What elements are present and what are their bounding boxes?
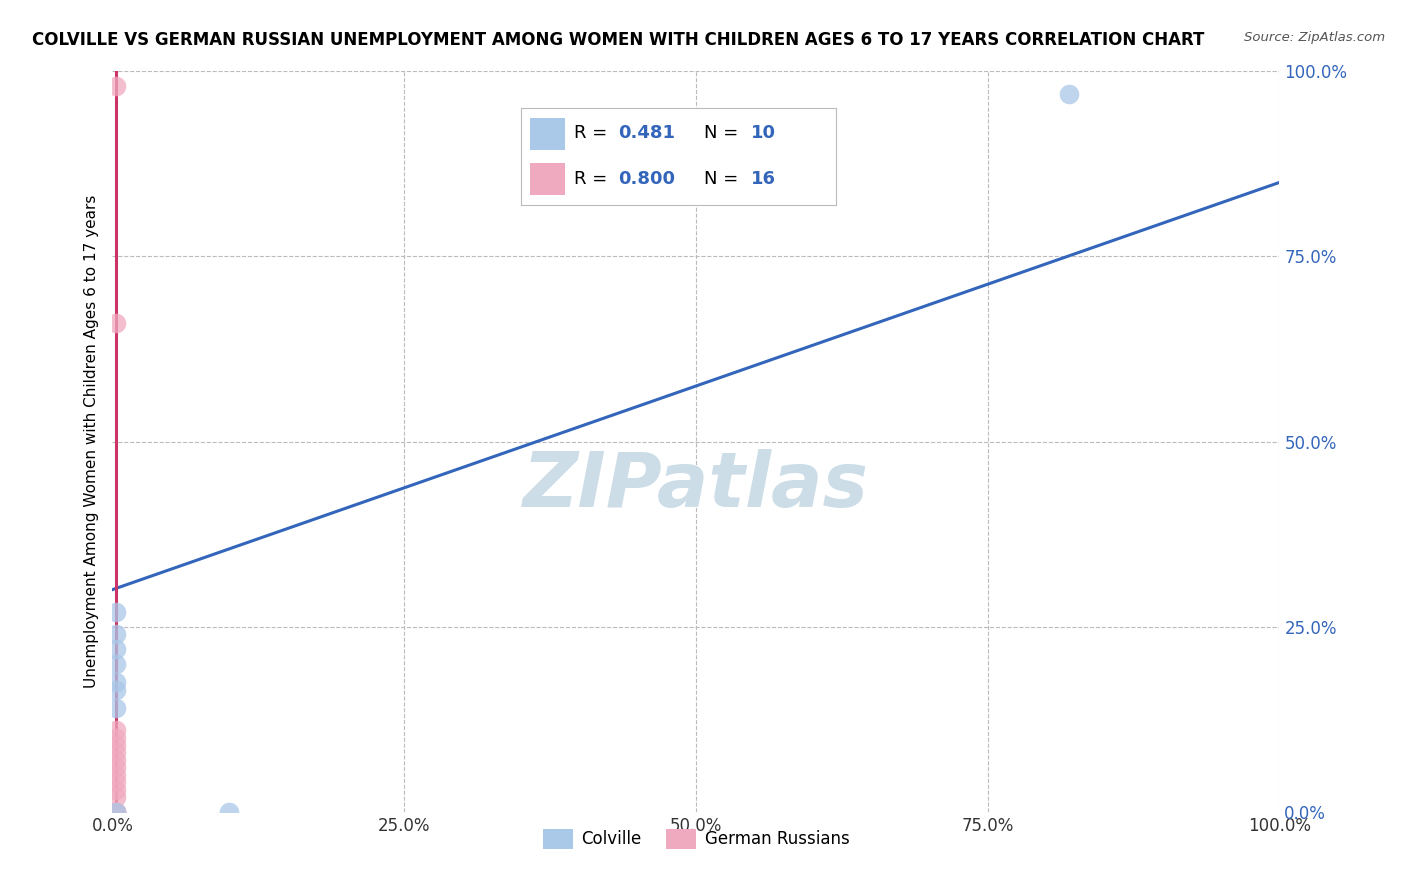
Point [104, 627, 127, 641]
Legend: Colville, German Russians: Colville, German Russians [536, 822, 856, 855]
Text: ZIPatlas: ZIPatlas [523, 449, 869, 523]
Point [104, 701, 127, 715]
Point [104, 767, 127, 781]
Point [104, 731, 127, 745]
Point [104, 782, 127, 797]
Point [104, 805, 127, 819]
Point [104, 753, 127, 767]
Point [104, 657, 127, 671]
Point [104, 79, 127, 94]
Y-axis label: Unemployment Among Women with Children Ages 6 to 17 years: Unemployment Among Women with Children A… [83, 194, 98, 689]
Point [104, 775, 127, 789]
Point [1059, 87, 1081, 101]
Point [104, 605, 127, 619]
Point [104, 723, 127, 738]
Point [104, 760, 127, 774]
Point [104, 682, 127, 697]
Point [104, 316, 127, 330]
Point [104, 805, 127, 819]
Point [104, 746, 127, 760]
Point [104, 675, 127, 690]
Text: COLVILLE VS GERMAN RUSSIAN UNEMPLOYMENT AMONG WOMEN WITH CHILDREN AGES 6 TO 17 Y: COLVILLE VS GERMAN RUSSIAN UNEMPLOYMENT … [32, 31, 1205, 49]
Text: Source: ZipAtlas.com: Source: ZipAtlas.com [1244, 31, 1385, 45]
Point [104, 805, 127, 819]
Point [104, 805, 127, 819]
Point [104, 738, 127, 752]
Point [218, 805, 240, 819]
Point [104, 789, 127, 804]
Point [104, 641, 127, 656]
Point [104, 805, 127, 819]
